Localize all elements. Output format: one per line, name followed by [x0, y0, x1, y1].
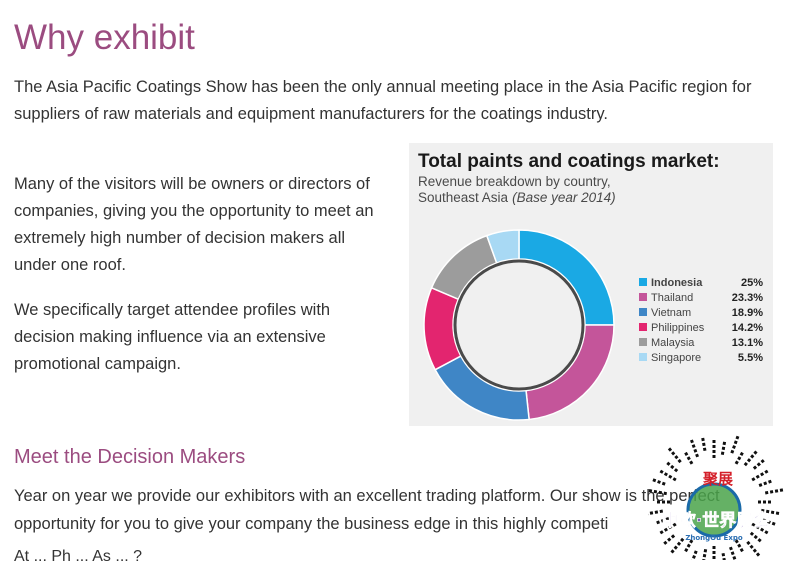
market-chart: Total paints and coatings market: Revenu…	[409, 143, 773, 426]
watermark-ray	[751, 522, 771, 536]
legend-value-vietnam: 18.9%	[732, 307, 763, 319]
watermark-title: 聚展	[702, 470, 733, 488]
legend-swatch-singapore	[639, 353, 647, 361]
legend-swatch-thailand	[639, 293, 647, 301]
legend-swatch-vietnam	[639, 308, 647, 316]
watermark-brand: 中欧·世界展会	[662, 510, 770, 531]
watermark-ray	[752, 458, 766, 470]
legend-label-vietnam: Vietnam	[651, 307, 691, 319]
watermark-ray	[683, 451, 694, 465]
donut-slice-singapore	[485, 229, 520, 264]
watermark-graphic: 聚展 中欧·世界展会 ZhongOu Expo	[642, 433, 786, 566]
watermark-ray	[743, 448, 759, 467]
watermark-ray	[751, 468, 771, 482]
legend-swatch-malaysia	[639, 338, 647, 346]
watermark-ray	[701, 436, 707, 452]
legend-swatch-indonesia	[639, 278, 647, 286]
chart-title: Total paints and coatings market:	[418, 151, 720, 172]
watermark-ray	[746, 540, 762, 559]
promotion-paragraph: We specifically target attendee profiles…	[14, 301, 331, 373]
watermark-ray	[657, 522, 677, 536]
chart-subtitle-year: (Base year 2014)	[512, 190, 616, 205]
legend-label-malaysia: Malaysia	[651, 337, 695, 349]
watermark-ray	[689, 437, 699, 458]
watermark-ray	[662, 534, 676, 546]
globe-ring-icon	[686, 482, 742, 538]
watermark-ray	[730, 433, 741, 454]
watermark-ray	[764, 488, 786, 495]
watermark-ray	[721, 552, 727, 566]
section-heading: Meet the Decision Makers	[14, 446, 246, 468]
donut-inner-ring	[453, 259, 585, 391]
watermark-ray	[665, 460, 679, 473]
visitors-paragraph: Many of the visitors will be owners or d…	[14, 175, 374, 274]
watermark-ray	[701, 549, 708, 564]
legend-label-singapore: Singapore	[651, 352, 701, 364]
watermark-ray	[666, 445, 682, 464]
legend-value-philippines: 14.2%	[732, 322, 763, 334]
watermark-ray	[734, 451, 745, 465]
watermark-ray	[646, 488, 667, 496]
watermark-ray	[642, 509, 664, 516]
legend-value-malaysia: 13.1%	[732, 337, 763, 349]
section-paragraph: Year on year we provide our exhibitors w…	[14, 487, 720, 533]
donut-slice-indonesia	[518, 229, 615, 326]
watermark-ray	[689, 550, 698, 566]
watermark-ray	[762, 518, 777, 526]
page-title: Why exhibit	[14, 18, 195, 57]
legend-label-philippines: Philippines	[651, 322, 705, 334]
legend-swatch-philippines	[639, 323, 647, 331]
cut-off-text: At ... Ph ... As ... ?	[14, 548, 143, 565]
watermark-ray	[683, 539, 694, 553]
globe-icon	[688, 484, 740, 536]
donut-slices	[423, 229, 615, 421]
intro-paragraph: The Asia Pacific Coatings Show has been …	[14, 78, 752, 123]
legend-value-singapore: 5.5%	[738, 352, 763, 364]
watermark-ray	[657, 468, 677, 482]
legend-label-thailand: Thailand	[651, 292, 693, 304]
market-donut-chart: Total paints and coatings market: Revenu…	[418, 151, 763, 421]
watermark-ray	[651, 478, 666, 486]
watermark-logo: 聚展 中欧·世界展会 ZhongOu Expo	[642, 410, 788, 566]
donut-slice-thailand	[525, 324, 615, 421]
chart-subtitle-line1: Revenue breakdown by country,	[418, 174, 611, 189]
watermark-ray	[734, 539, 745, 553]
watermark-ray	[729, 546, 739, 566]
watermark-ray	[749, 531, 763, 544]
chart-subtitle-region: Southeast Asia	[418, 190, 509, 205]
legend-value-indonesia: 25%	[741, 277, 763, 289]
watermark-ray	[720, 440, 727, 455]
legend-value-thailand: 23.3%	[732, 292, 763, 304]
watermark-ray	[669, 537, 685, 556]
chart-subtitle-line2: Southeast Asia (Base year 2014)	[418, 190, 616, 205]
watermark-ray	[655, 517, 670, 525]
chart-legend: Indonesia 25% Thailand 23.3% Vietnam 18.9% Phi…	[639, 277, 763, 364]
watermark-sub: ZhongOu Expo	[685, 534, 743, 542]
watermark-ray	[758, 479, 773, 487]
legend-label-indonesia: Indonesia	[651, 277, 703, 289]
